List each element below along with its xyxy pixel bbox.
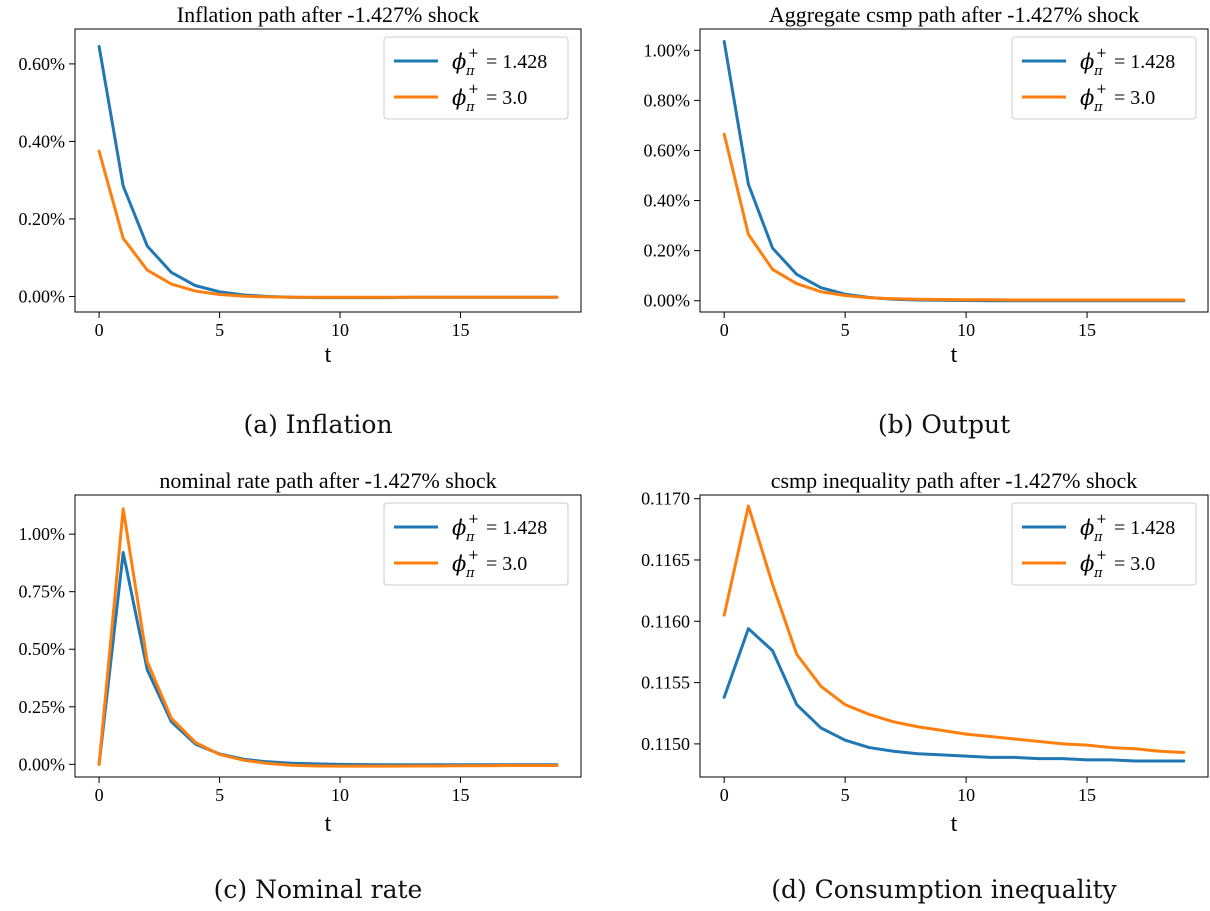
- legend-symbol: ϕ: [452, 50, 466, 74]
- legend-superscript: +: [1096, 512, 1107, 527]
- y-tick-label: 0.1155: [641, 673, 690, 693]
- chart-title: Inflation path after -1.427% shock: [177, 2, 479, 27]
- y-tick-label: 0.80%: [644, 90, 691, 110]
- x-axis-label: t: [325, 811, 332, 837]
- legend-superscript: +: [468, 512, 479, 527]
- x-tick-label: 10: [331, 320, 349, 340]
- legend-label: = 3.0: [486, 87, 527, 109]
- y-tick-label: 0.50%: [19, 639, 66, 659]
- legend-subscript: π: [1093, 530, 1103, 545]
- legend-label: = 1.428: [1114, 517, 1175, 539]
- chart-title: csmp inequality path after -1.427% shock: [771, 468, 1138, 493]
- x-tick-label: 0: [720, 320, 729, 340]
- series-line-1: [722, 504, 1186, 754]
- x-tick-label: 10: [957, 785, 975, 805]
- subfigure-caption: (b) Output: [878, 410, 1010, 439]
- legend-superscript: +: [1096, 46, 1107, 61]
- legend-label: = 1.428: [1114, 51, 1175, 73]
- legend-symbol: ϕ: [452, 516, 466, 540]
- legend-label: = 1.428: [486, 517, 547, 539]
- axes-frame: [74, 28, 582, 313]
- x-tick-label: 15: [1078, 320, 1096, 340]
- y-tick-label: 1.00%: [19, 524, 66, 544]
- legend-superscript: +: [468, 548, 479, 563]
- series-line-1: [97, 507, 559, 768]
- x-tick-label: 0: [95, 320, 104, 340]
- axes-frame: [699, 494, 1209, 778]
- y-tick-label: 0.40%: [644, 191, 691, 211]
- y-tick-label: 0.60%: [644, 140, 691, 160]
- legend-subscript: π: [1093, 566, 1103, 581]
- legend-label: = 3.0: [1114, 553, 1155, 575]
- x-axis-label: t: [325, 342, 332, 368]
- x-tick-label: 5: [841, 785, 850, 805]
- y-tick-label: 0.60%: [19, 54, 66, 74]
- y-tick-label: 0.20%: [644, 241, 691, 261]
- y-tick-label: 1.00%: [644, 40, 691, 60]
- y-tick-label: 0.40%: [19, 131, 66, 151]
- series-line-1: [722, 132, 1186, 302]
- legend-label: = 3.0: [486, 553, 527, 575]
- chart-title: Aggregate csmp path after -1.427% shock: [769, 2, 1139, 27]
- legend-symbol: ϕ: [1080, 516, 1094, 540]
- legend-superscript: +: [468, 82, 479, 97]
- subfigure-caption: (a) Inflation: [243, 410, 392, 439]
- legend-superscript: +: [1096, 548, 1107, 563]
- legend-symbol: ϕ: [1080, 50, 1094, 74]
- x-tick-label: 15: [452, 785, 470, 805]
- chart-title: nominal rate path after -1.427% shock: [159, 468, 496, 493]
- chart-panel-3: csmp inequality path after -1.427% shock…: [641, 468, 1209, 904]
- x-tick-label: 5: [215, 785, 224, 805]
- legend-symbol: ϕ: [1080, 86, 1094, 110]
- series-line-0: [722, 627, 1186, 763]
- y-tick-label: 0.00%: [644, 291, 691, 311]
- legend-superscript: +: [468, 46, 479, 61]
- x-tick-label: 5: [841, 320, 850, 340]
- subfigure-caption: (d) Consumption inequality: [771, 875, 1117, 904]
- x-tick-label: 0: [720, 785, 729, 805]
- axes-frame: [74, 494, 582, 778]
- y-tick-label: 0.1170: [641, 489, 690, 509]
- x-tick-label: 5: [215, 320, 224, 340]
- legend-label: = 3.0: [1114, 87, 1155, 109]
- legend-symbol: ϕ: [1080, 552, 1094, 576]
- y-tick-label: 0.25%: [19, 697, 66, 717]
- legend-subscript: π: [465, 530, 475, 545]
- series-line-1: [97, 149, 559, 299]
- y-tick-label: 0.75%: [19, 582, 66, 602]
- legend-subscript: π: [465, 64, 475, 79]
- legend-subscript: π: [1093, 64, 1103, 79]
- x-axis-label: t: [951, 811, 958, 837]
- x-axis-label: t: [951, 342, 958, 368]
- x-tick-label: 15: [1078, 785, 1096, 805]
- y-tick-label: 0.00%: [19, 754, 66, 774]
- subfigure-caption: (c) Nominal rate: [214, 875, 423, 904]
- legend-subscript: π: [1093, 100, 1103, 115]
- chart-panel-1: Aggregate csmp path after -1.427% shock 0…: [644, 2, 1209, 439]
- y-tick-label: 0.00%: [19, 286, 66, 306]
- legend-symbol: ϕ: [452, 552, 466, 576]
- legend-subscript: π: [465, 100, 475, 115]
- chart-panel-0: Inflation path after -1.427% shock 0 5 10 15…: [19, 2, 582, 439]
- x-tick-label: 10: [331, 785, 349, 805]
- legend-superscript: +: [1096, 82, 1107, 97]
- x-tick-label: 10: [957, 320, 975, 340]
- legend-label: = 1.428: [486, 51, 547, 73]
- x-tick-label: 0: [95, 785, 104, 805]
- axes-frame: [699, 28, 1209, 313]
- y-tick-label: 0.20%: [19, 209, 66, 229]
- x-tick-label: 15: [452, 320, 470, 340]
- y-tick-label: 0.1150: [641, 734, 690, 754]
- y-tick-label: 0.1165: [641, 550, 690, 570]
- chart-panel-2: nominal rate path after -1.427% shock 0 5 1…: [19, 468, 582, 904]
- legend-subscript: π: [465, 566, 475, 581]
- y-tick-label: 0.1160: [641, 611, 690, 631]
- legend-symbol: ϕ: [452, 86, 466, 110]
